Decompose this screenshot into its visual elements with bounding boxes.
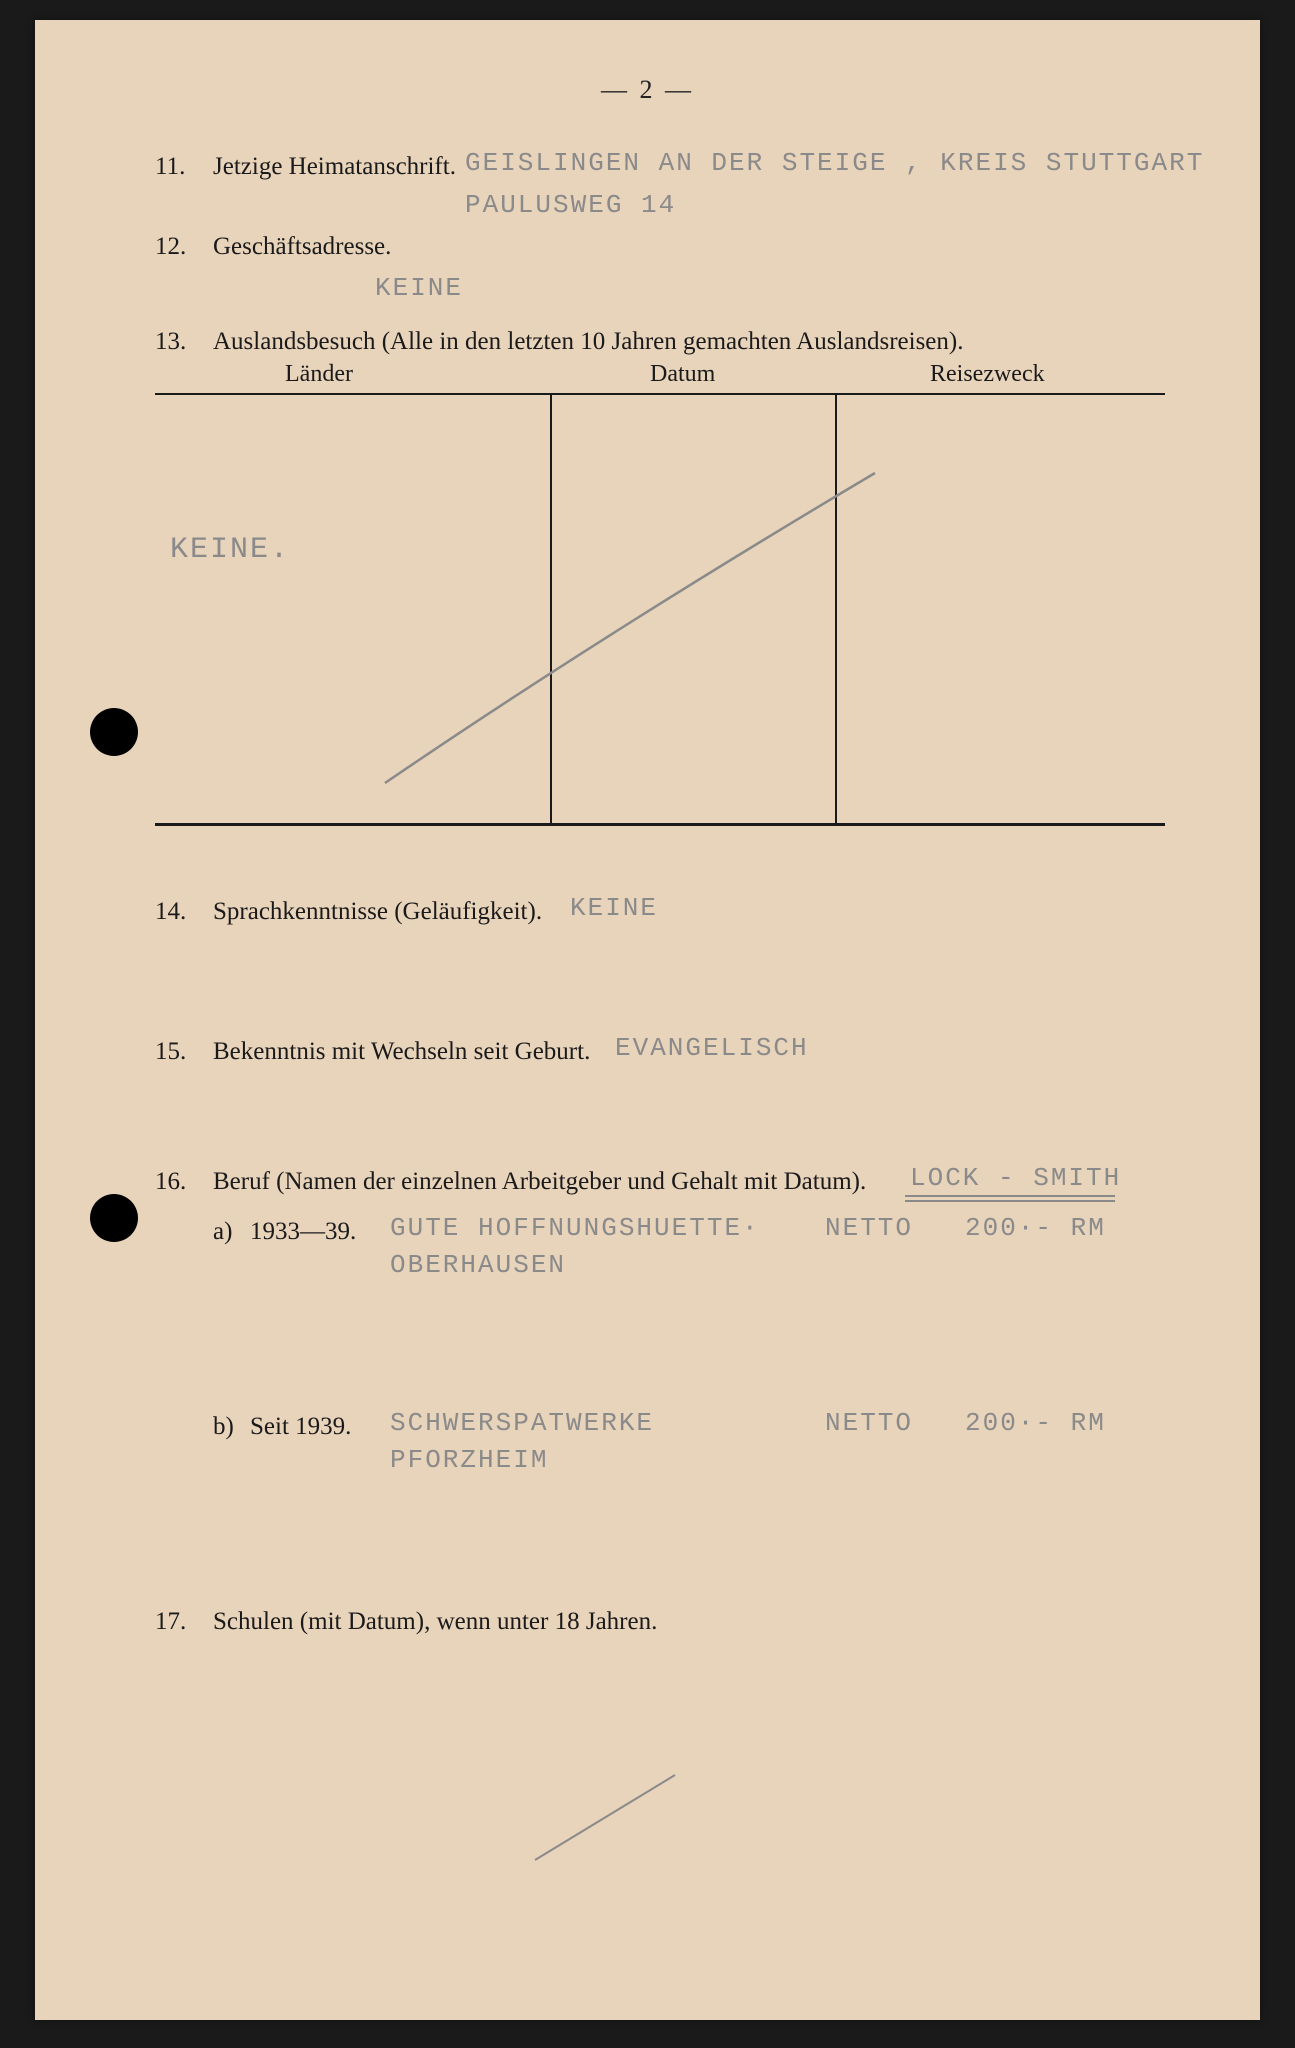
punch-hole (90, 708, 138, 756)
strike-line-icon (155, 393, 1165, 823)
item-16a-label: 1933—39. (250, 1218, 356, 1246)
item-15-number: 15. (155, 1038, 186, 1066)
table-rule (155, 823, 1165, 826)
item-12-label: Geschäftsadresse. (213, 233, 391, 261)
item-15-label: Bekenntnis mit Wechseln seit Geburt. (213, 1038, 590, 1066)
item-16a-amount: 200·- RM (965, 1213, 1106, 1243)
item-16b-amount: 200·- RM (965, 1408, 1106, 1438)
item-11-answer-line1: GEISLINGEN AN DER STEIGE , KREIS STUTTGA… (465, 148, 1204, 178)
item-17-label: Schulen (mit Datum), wenn unter 18 Jahre… (213, 1608, 657, 1636)
strike-line-icon (515, 1765, 715, 1885)
item-16-number: 16. (155, 1168, 186, 1196)
item-16a-answer-l1: GUTE HOFFNUNGSHUETTE· (390, 1213, 760, 1243)
item-16-label: Beruf (Namen der einzelnen Arbeitgeber u… (213, 1168, 866, 1196)
item-12-answer: KEINE (375, 273, 463, 303)
item-13-number: 13. (155, 328, 186, 356)
page-number: — 2 — (601, 75, 694, 105)
double-underline (905, 1195, 1115, 1202)
item-16a-net: NETTO (825, 1213, 913, 1243)
item-16b-answer-l1: SCHWERSPATWERKE (390, 1408, 654, 1438)
item-14-number: 14. (155, 898, 186, 926)
document-page: — 2 — 11. Jetzige Heimatanschrift. GEISL… (35, 20, 1260, 2020)
item-14-label: Sprachkenntnisse (Geläufigkeit). (213, 898, 542, 926)
item-16a-answer-l2: OBERHAUSEN (390, 1250, 566, 1280)
col-countries: Länder (285, 361, 353, 388)
item-13-label: Auslandsbesuch (Alle in den letzten 10 J… (213, 328, 963, 356)
item-16b-number: b) (213, 1413, 234, 1441)
item-11-number: 11. (155, 153, 185, 181)
item-11-label: Jetzige Heimatanschrift. (213, 153, 456, 181)
item-15-answer: EVANGELISCH (615, 1033, 809, 1063)
item-16a-number: a) (213, 1218, 232, 1246)
item-16b-net: NETTO (825, 1408, 913, 1438)
col-purpose: Reisezweck (930, 361, 1045, 388)
item-16b-label: Seit 1939. (250, 1413, 351, 1441)
item-17-number: 17. (155, 1608, 186, 1636)
item-14-answer: KEINE (570, 893, 658, 923)
item-16-title-answer: LOCK - SMITH (910, 1163, 1121, 1193)
item-11-answer-line2: PAULUSWEG 14 (465, 190, 676, 220)
punch-hole (90, 1194, 138, 1242)
item-12-number: 12. (155, 233, 186, 261)
item-16b-answer-l2: PFORZHEIM (390, 1445, 548, 1475)
col-date: Datum (650, 361, 715, 388)
